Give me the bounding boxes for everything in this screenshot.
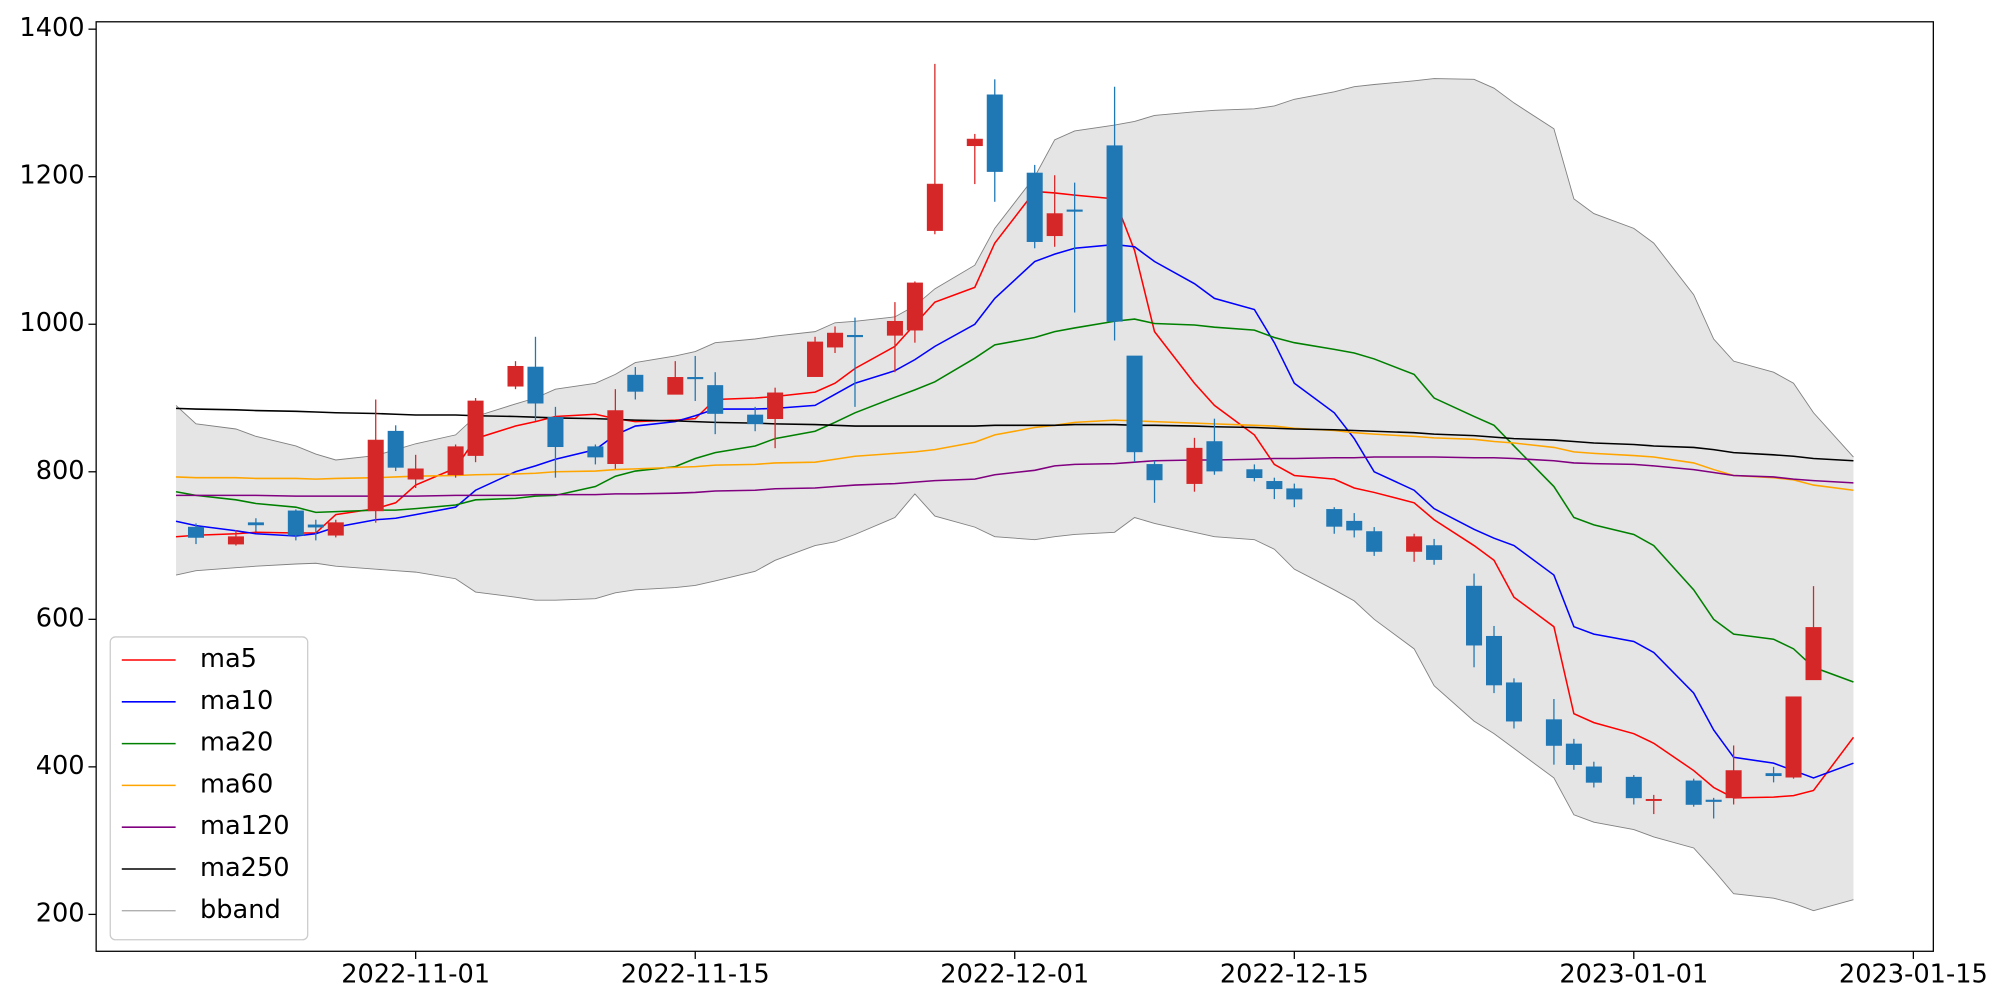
candle-body <box>1186 447 1203 484</box>
y-tick-label: 600 <box>36 603 85 633</box>
candle-body <box>1545 719 1562 746</box>
legend-label: ma60 <box>200 769 273 799</box>
candle-body <box>1406 536 1423 552</box>
candle-body <box>447 446 464 476</box>
candle-body <box>1026 172 1043 242</box>
legend-label: bband <box>200 895 281 925</box>
candle-body <box>687 377 704 380</box>
x-tick-label: 2022-12-15 <box>1220 960 1369 990</box>
candles-layer <box>187 63 1822 819</box>
candle-body <box>966 138 983 147</box>
band-fill <box>176 78 1854 911</box>
candle-body <box>1146 464 1163 481</box>
candle-body <box>187 526 205 538</box>
candle-body <box>886 320 903 336</box>
candle-body <box>667 377 684 395</box>
candle-body <box>1366 531 1383 552</box>
candle-body <box>906 282 923 331</box>
legend-label: ma10 <box>200 686 273 716</box>
band-upper <box>175 78 1854 461</box>
x-tick-label: 2022-11-15 <box>621 960 770 990</box>
candle-body <box>846 334 864 338</box>
y-tick-label: 1000 <box>19 308 84 338</box>
y-tick-label: 1400 <box>19 13 84 43</box>
ma-line <box>176 456 1854 497</box>
legend-label: ma120 <box>200 811 290 841</box>
candle-body <box>1785 696 1802 778</box>
x-tick-label: 2022-12-01 <box>940 960 1089 990</box>
ma-line <box>175 407 1854 462</box>
candle-body <box>227 536 244 545</box>
candle-body <box>507 365 524 387</box>
candle-body <box>827 332 844 348</box>
candle-body <box>1466 585 1483 646</box>
candle-body <box>1246 469 1263 479</box>
candle-body <box>1106 145 1123 322</box>
candle-body <box>926 183 943 231</box>
y-tick-label: 800 <box>36 456 85 486</box>
candle-body <box>1565 743 1582 765</box>
candle-body <box>707 385 724 414</box>
candle-body <box>1066 209 1083 212</box>
legend-box <box>109 636 309 941</box>
y-tick-label: 200 <box>36 898 85 928</box>
candle-body <box>1346 520 1363 531</box>
candle-body <box>807 341 824 377</box>
candle-body <box>1326 509 1343 527</box>
candle-body <box>307 524 324 528</box>
candle-body <box>1426 545 1443 560</box>
candle-body <box>1725 770 1742 799</box>
candle-body <box>627 374 644 392</box>
candle-body <box>1206 441 1223 472</box>
band-lower <box>175 493 1854 912</box>
legend: ma5 ma10 ma20 ma60 ma120 ma250 bband <box>109 636 309 941</box>
candle-body <box>1485 635 1503 686</box>
x-tick-label: 2023-01-15 <box>1839 960 1988 990</box>
candle-body <box>1765 773 1782 777</box>
candle-body <box>287 510 304 536</box>
candle-body <box>527 366 544 404</box>
candle-body <box>1645 798 1662 801</box>
candle-body <box>986 94 1003 172</box>
candle-body <box>1505 682 1522 722</box>
legend-label: ma20 <box>200 728 273 758</box>
candle-body <box>1625 776 1642 799</box>
candle-body <box>367 439 384 512</box>
y-tick-label: 400 <box>36 751 85 781</box>
candle-body <box>1685 780 1702 805</box>
legend-label: ma250 <box>200 853 290 883</box>
ma-line <box>175 419 1854 491</box>
candle-body <box>1286 488 1303 500</box>
candle-body <box>1126 355 1143 453</box>
axes-layer: 200 400 600 800 1000 1200 1400 2022-11-01 2022-1… <box>19 13 1987 989</box>
candle-body <box>767 392 784 419</box>
candle-body <box>1266 481 1283 490</box>
candle-body <box>607 410 624 464</box>
candle-body <box>547 416 564 448</box>
candle-body <box>1585 766 1602 783</box>
band-layer <box>175 78 1854 912</box>
candle-body <box>587 446 604 458</box>
ma-line <box>175 318 1854 683</box>
candle-body <box>467 400 484 456</box>
candle-body <box>1046 213 1063 237</box>
candle-body <box>387 430 404 468</box>
candle-body <box>327 522 344 536</box>
legend-label: ma5 <box>200 644 257 674</box>
y-tick-label: 1200 <box>19 161 84 191</box>
candle-body <box>247 522 264 526</box>
x-tick-label: 2023-01-01 <box>1559 960 1708 990</box>
candle-body <box>1805 627 1822 681</box>
x-tick-label: 2022-11-01 <box>341 960 490 990</box>
candle-body <box>747 414 764 425</box>
candle-body <box>1705 799 1722 802</box>
candle-body <box>407 468 424 480</box>
